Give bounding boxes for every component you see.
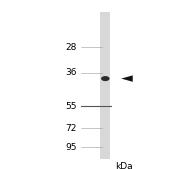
Text: 28: 28 [66,43,77,52]
Polygon shape [121,75,133,82]
Text: 55: 55 [65,102,77,111]
Text: kDa: kDa [115,162,133,169]
Text: 95: 95 [65,142,77,152]
Ellipse shape [101,76,110,81]
Text: 36: 36 [65,68,77,77]
Bar [101,12,110,159]
Text: 72: 72 [66,124,77,133]
